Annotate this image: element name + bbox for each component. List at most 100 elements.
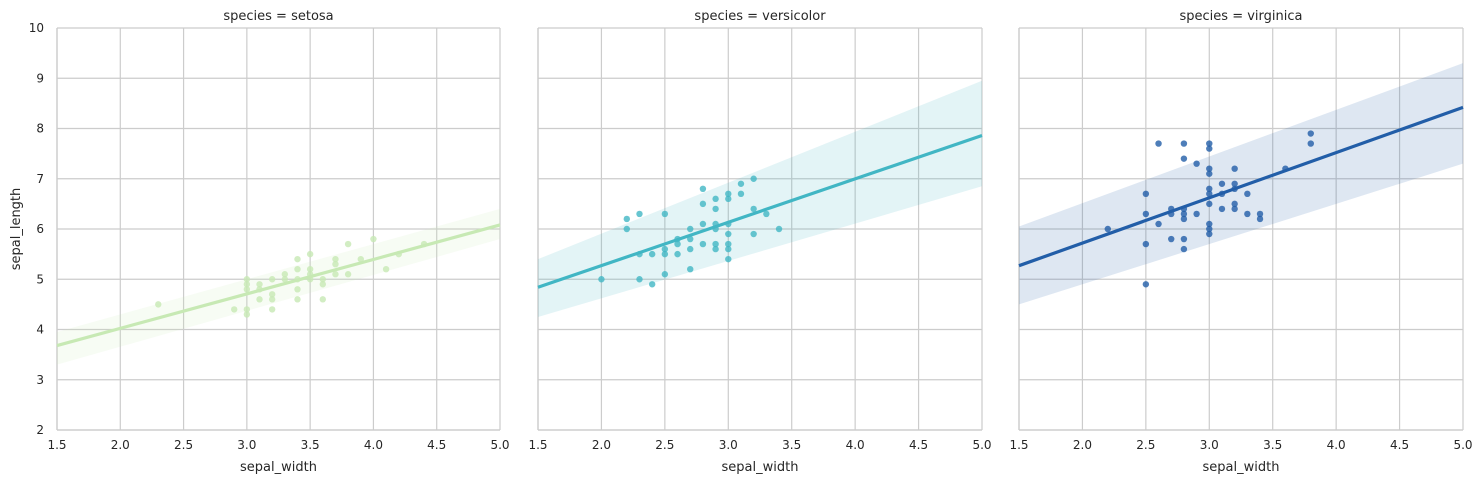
scatter-point bbox=[1307, 130, 1314, 137]
scatter-point bbox=[155, 301, 162, 308]
scatter-point bbox=[750, 230, 757, 238]
panel-1: 1.5 2.0 2.5 3.0 3.5 4.0 4.5 5.0 2 3 4 5 6 7 8 9 10 specie… bbox=[9, 9, 510, 475]
scatter-point bbox=[1155, 140, 1162, 147]
scatter-point bbox=[699, 200, 707, 208]
scatter-point bbox=[268, 276, 276, 283]
scatter-point bbox=[1142, 210, 1150, 218]
scatter-point bbox=[382, 266, 390, 273]
gridlines bbox=[56, 27, 501, 431]
scatter-point bbox=[1104, 225, 1112, 233]
scatter-point bbox=[1193, 160, 1200, 167]
y-tick-label: 4 bbox=[36, 323, 44, 337]
scatter-point bbox=[1231, 205, 1238, 213]
scatter-point bbox=[357, 255, 364, 263]
scatter-point bbox=[750, 205, 757, 213]
scatter-point bbox=[725, 230, 732, 238]
scatter-point bbox=[1206, 140, 1213, 147]
scatter-point bbox=[332, 271, 339, 278]
regression-line bbox=[537, 134, 983, 289]
scatter-point bbox=[623, 215, 630, 223]
regression-line bbox=[1018, 105, 1464, 268]
y-tick-label: 7 bbox=[36, 172, 44, 186]
scatter-point bbox=[661, 271, 669, 278]
scatter-point bbox=[1142, 281, 1150, 288]
x-tick-label: 3.0 bbox=[719, 438, 738, 452]
x-tick-label: 2.0 bbox=[1073, 438, 1092, 452]
scatter-point bbox=[332, 260, 339, 268]
x-tick-label: 1.5 bbox=[1009, 438, 1028, 452]
scatter-point bbox=[648, 281, 656, 288]
scatter-point bbox=[1244, 190, 1251, 198]
x-axis-label: sepal_width bbox=[722, 460, 799, 475]
x-tick-label: 4.0 bbox=[364, 438, 383, 452]
scatter-point bbox=[1180, 140, 1188, 147]
scatter-point bbox=[243, 286, 251, 293]
scatter-point bbox=[1142, 240, 1150, 248]
scatter-point bbox=[1231, 200, 1238, 208]
scatter-point bbox=[281, 276, 289, 283]
scatter-point bbox=[712, 245, 719, 253]
y-tick-label: 9 bbox=[36, 71, 44, 85]
panel-2: 1.5 2.0 2.5 3.0 3.5 4.0 4.5 5.0 species = versic… bbox=[528, 9, 991, 475]
scatter-point bbox=[1193, 210, 1200, 218]
scatter-point bbox=[737, 190, 745, 198]
scatter-point bbox=[231, 306, 238, 313]
scatter-points bbox=[1104, 130, 1314, 288]
y-tick-label: 6 bbox=[36, 222, 44, 236]
scatter-point bbox=[1180, 245, 1188, 253]
x-tick-label: 3.0 bbox=[237, 438, 256, 452]
scatter-point bbox=[1307, 140, 1314, 147]
scatter-point bbox=[648, 250, 656, 258]
scatter-point bbox=[623, 225, 630, 233]
scatter-point bbox=[370, 235, 377, 243]
scatter-point bbox=[775, 225, 783, 233]
scatter-point bbox=[699, 185, 707, 192]
x-axis-label: sepal_width bbox=[240, 460, 317, 475]
scatter-point bbox=[725, 240, 732, 248]
regression-line bbox=[56, 223, 501, 348]
scatter-point bbox=[319, 296, 326, 303]
confidence-band bbox=[1019, 63, 1463, 305]
scatter-point bbox=[294, 255, 301, 263]
scatter-point bbox=[712, 195, 719, 203]
scatter-point bbox=[294, 296, 301, 303]
scatter-point bbox=[256, 281, 263, 288]
scatter-point bbox=[1206, 190, 1213, 198]
scatter-point bbox=[1206, 220, 1213, 228]
scatter-point bbox=[699, 240, 707, 248]
scatter-point bbox=[1206, 225, 1213, 233]
y-tick-label: 3 bbox=[36, 373, 44, 387]
scatter-point bbox=[661, 245, 669, 253]
y-axis-label: sepal_length bbox=[9, 188, 24, 271]
scatter-point bbox=[268, 291, 276, 298]
x-tick-label: 2.0 bbox=[111, 438, 130, 452]
panel-title: species = versicolor bbox=[694, 9, 826, 24]
x-tick-label: 4.5 bbox=[427, 438, 446, 452]
scatter-point bbox=[699, 220, 707, 228]
scatter-points bbox=[598, 175, 783, 288]
x-tick-label: 3.5 bbox=[301, 438, 320, 452]
x-tick-label: 4.0 bbox=[1327, 438, 1346, 452]
scatter-point bbox=[1142, 190, 1150, 198]
scatter-point bbox=[1206, 200, 1213, 208]
scatter-point bbox=[725, 190, 732, 198]
scatter-point bbox=[1256, 210, 1264, 218]
scatter-point bbox=[294, 286, 301, 293]
scatter-point bbox=[1206, 145, 1213, 152]
scatter-point bbox=[725, 245, 732, 253]
x-tick-label: 5.0 bbox=[972, 438, 991, 452]
x-tick-label: 2.5 bbox=[1136, 438, 1155, 452]
x-tick-label: 1.5 bbox=[47, 438, 66, 452]
scatter-point bbox=[1256, 215, 1264, 223]
scatter-point bbox=[1180, 215, 1188, 223]
scatter-point bbox=[1244, 210, 1251, 218]
scatter-point bbox=[763, 210, 770, 218]
scatter-point bbox=[268, 296, 276, 303]
scatter-point bbox=[319, 281, 326, 288]
scatter-point bbox=[1206, 185, 1213, 192]
scatter-point bbox=[1155, 220, 1162, 228]
scatter-point bbox=[1231, 180, 1238, 187]
scatter-point bbox=[1231, 165, 1238, 172]
panel-title: species = virginica bbox=[1180, 9, 1303, 24]
scatter-point bbox=[1206, 165, 1213, 172]
